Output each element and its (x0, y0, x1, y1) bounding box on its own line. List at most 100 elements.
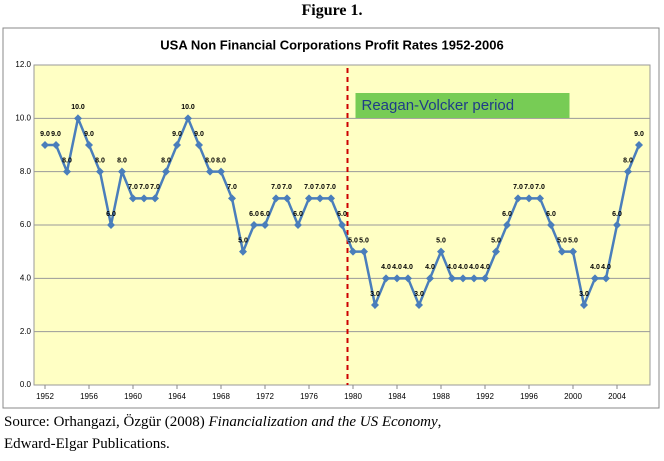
x-tick-label: 1992 (476, 392, 494, 401)
value-label: 4.0 (381, 264, 391, 271)
source-prefix: Source: Orhangazi, Özgür (2008) (4, 414, 209, 430)
y-tick-label: 6.0 (20, 220, 32, 229)
data-marker (624, 167, 632, 176)
value-label: 4.0 (601, 264, 611, 271)
value-label: 3.0 (579, 291, 589, 298)
data-marker (250, 221, 258, 229)
x-tick-label: 1960 (124, 392, 142, 401)
source-line-2: Edward-Elgar Publications. (4, 436, 170, 452)
value-label: 7.0 (271, 184, 281, 191)
data-marker (635, 141, 643, 149)
data-marker (338, 221, 346, 229)
source-title: Financialization and the US Economy (208, 414, 438, 430)
data-marker (283, 194, 291, 203)
x-tick-label: 1968 (212, 392, 230, 401)
data-marker (272, 194, 280, 203)
x-tick-label: 1956 (80, 392, 98, 401)
value-label: 7.0 (139, 184, 149, 191)
value-label: 6.0 (249, 211, 259, 218)
value-label: 7.0 (128, 184, 138, 191)
data-marker (426, 274, 434, 283)
value-label: 3.0 (370, 291, 380, 298)
value-label: 5.0 (238, 238, 248, 245)
value-label: 7.0 (535, 184, 545, 191)
data-marker (569, 247, 577, 256)
data-marker (437, 247, 445, 256)
data-marker (239, 247, 247, 256)
y-tick-label: 2.0 (20, 327, 32, 336)
y-tick-label: 4.0 (20, 273, 32, 282)
value-label: 8.0 (216, 158, 226, 165)
x-tick-label: 1996 (520, 392, 538, 401)
y-tick-label: 0.0 (20, 380, 32, 389)
data-marker (371, 301, 379, 309)
data-marker (580, 301, 588, 309)
x-tick-label: 1988 (432, 392, 450, 401)
data-marker (448, 274, 456, 283)
data-marker (327, 194, 335, 203)
value-label: 7.0 (150, 184, 160, 191)
value-label: 8.0 (623, 158, 633, 165)
value-label: 7.0 (524, 184, 534, 191)
value-label: 9.0 (172, 131, 182, 138)
source-suffix: , (437, 414, 442, 430)
value-label: 7.0 (304, 184, 314, 191)
data-marker (173, 141, 181, 149)
value-label: 8.0 (62, 158, 72, 165)
x-tick-label: 1972 (256, 392, 274, 401)
data-marker (228, 194, 236, 203)
x-tick-label: 1976 (300, 392, 318, 401)
source-line: Source: Orhangazi, Özgür (2008) Financia… (4, 414, 441, 431)
value-label: 4.0 (480, 264, 490, 271)
data-marker (195, 141, 203, 149)
value-label: 8.0 (161, 158, 171, 165)
data-marker (85, 141, 93, 149)
data-marker (305, 194, 313, 203)
value-label: 7.0 (513, 184, 523, 191)
data-marker (52, 141, 60, 149)
value-label: 6.0 (502, 211, 512, 218)
value-label: 6.0 (293, 211, 303, 218)
data-marker (547, 221, 555, 229)
data-marker (492, 247, 500, 256)
data-marker (404, 274, 412, 283)
x-tick-label: 1964 (168, 392, 186, 401)
x-tick-label: 2004 (608, 392, 626, 401)
figure-label: Figure 1. (301, 2, 363, 19)
data-marker (162, 167, 170, 176)
y-tick-label: 12.0 (15, 60, 31, 69)
value-label: 7.0 (227, 184, 237, 191)
value-label: 7.0 (315, 184, 325, 191)
value-label: 9.0 (51, 131, 61, 138)
value-label: 4.0 (403, 264, 413, 271)
x-tick-label: 1980 (344, 392, 362, 401)
data-marker (316, 194, 324, 203)
value-label: 8.0 (117, 158, 127, 165)
annotation-box (355, 93, 570, 118)
value-label: 5.0 (491, 238, 501, 245)
data-marker (74, 114, 82, 123)
value-label: 6.0 (260, 211, 270, 218)
value-label: 4.0 (425, 264, 435, 271)
y-tick-label: 10.0 (15, 113, 31, 122)
x-tick-label: 1984 (388, 392, 406, 401)
data-marker (514, 194, 522, 203)
data-marker (360, 247, 368, 256)
data-marker (63, 167, 71, 176)
data-marker (261, 221, 269, 229)
data-marker (184, 114, 192, 123)
value-label: 9.0 (634, 131, 644, 138)
value-label: 9.0 (194, 131, 204, 138)
value-label: 10.0 (71, 104, 85, 111)
value-label: 8.0 (205, 158, 215, 165)
x-tick-label: 1952 (36, 392, 54, 401)
value-label: 8.0 (95, 158, 105, 165)
data-marker (393, 274, 401, 283)
data-marker (382, 274, 390, 283)
value-label: 5.0 (568, 238, 578, 245)
data-marker (41, 141, 49, 149)
chart: USA Non Financial Corporations Profit Ra… (2, 27, 660, 409)
data-marker (118, 167, 126, 176)
value-label: 5.0 (557, 238, 567, 245)
